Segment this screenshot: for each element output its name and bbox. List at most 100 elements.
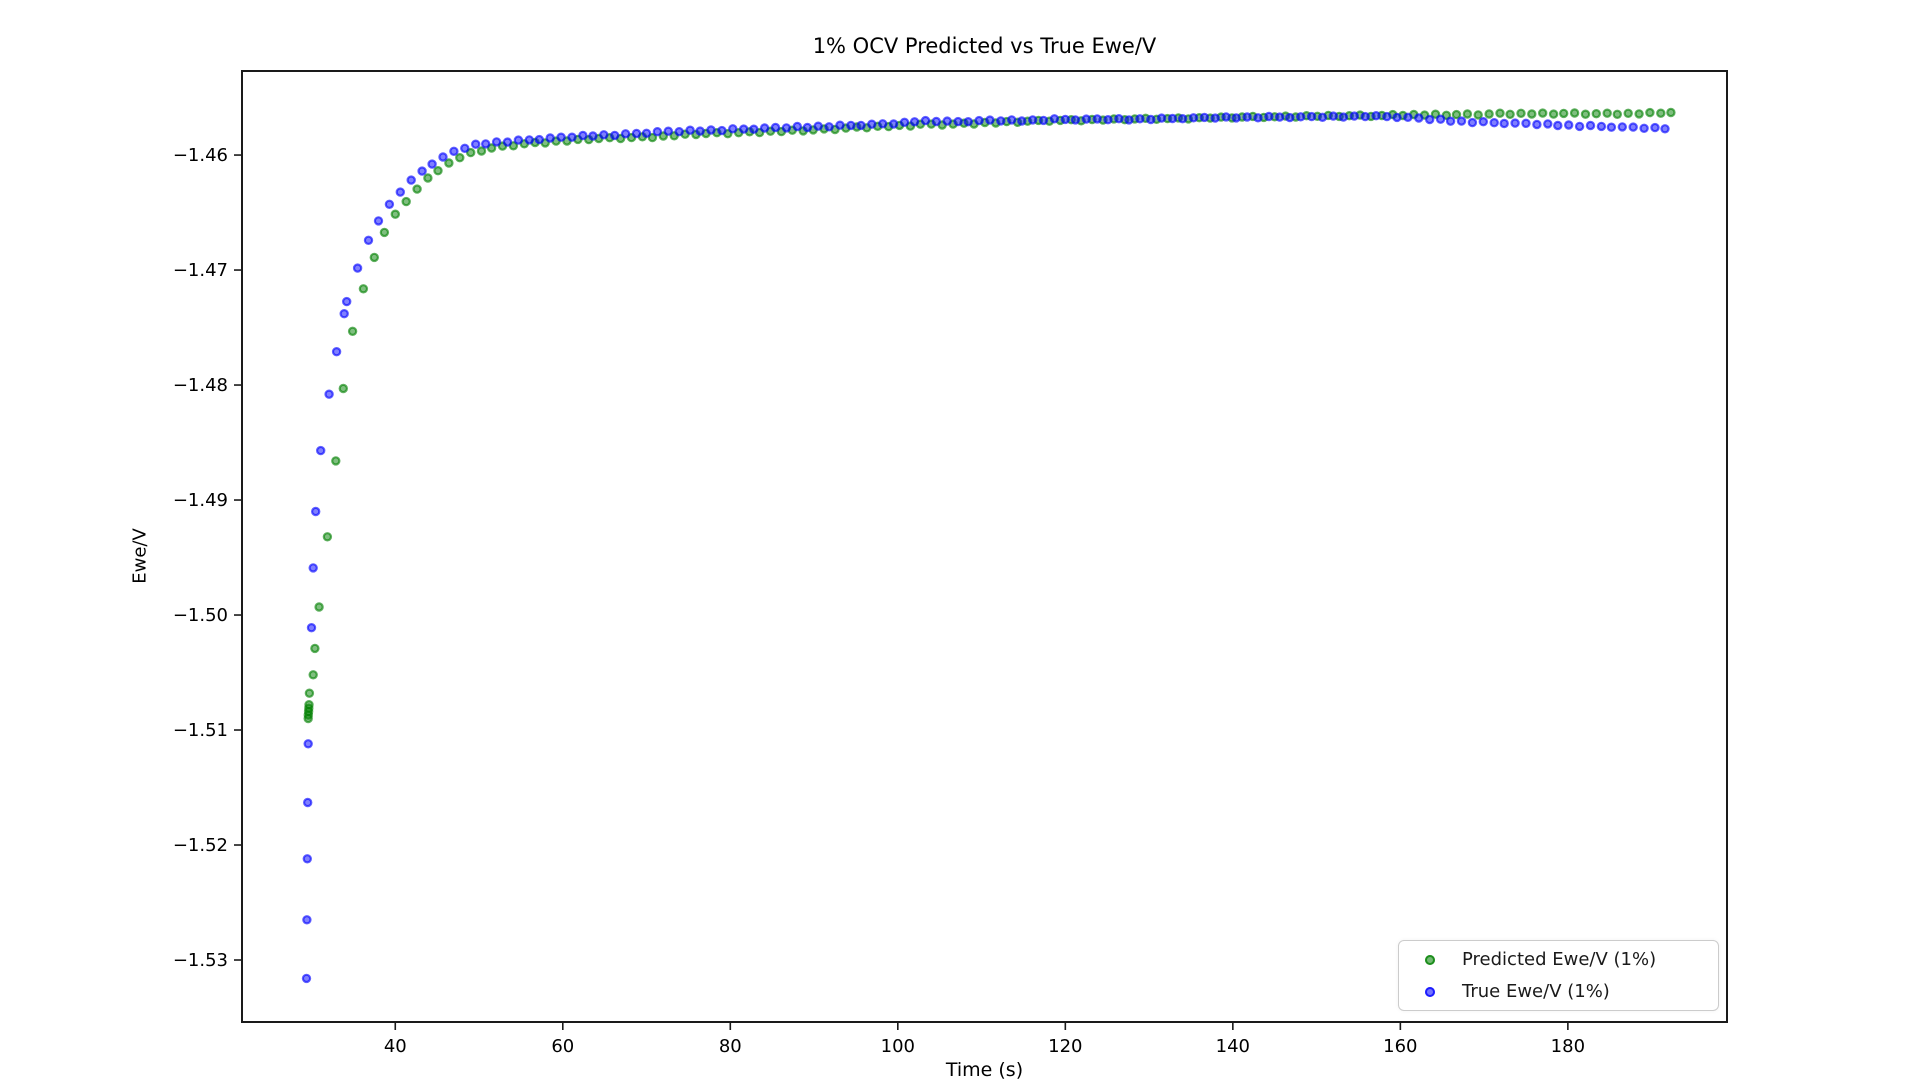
scatter-point-true: [449, 146, 459, 156]
scatter-point-true: [1328, 111, 1339, 121]
scatter-point-true: [846, 120, 856, 131]
scatter-point-predicted: [1505, 109, 1515, 120]
scatter-point-true: [427, 159, 437, 169]
scatter-point-true: [1221, 112, 1231, 122]
scatter-point-true: [1199, 112, 1210, 123]
scatter-point-true: [1435, 114, 1446, 124]
scatter-point-true: [306, 623, 317, 633]
scatter-point-predicted: [1623, 108, 1633, 119]
scatter-point-predicted: [1602, 108, 1612, 118]
y-tick-label: −1.51: [173, 720, 228, 741]
scatter-point-true: [1543, 119, 1553, 129]
scatter-point-true: [1114, 113, 1124, 124]
scatter-point-true: [1392, 112, 1402, 123]
scatter-point-true: [1295, 112, 1306, 122]
scatter-point-true: [1510, 118, 1520, 128]
scatter-point-true: [641, 128, 652, 138]
scatter-point-true: [1596, 121, 1607, 132]
legend-row-true: True Ewe/V (1%): [1399, 978, 1718, 1006]
scatter-point-true: [395, 187, 405, 197]
scatter-point-true: [942, 116, 952, 126]
scatter-point-predicted: [314, 602, 324, 612]
scatter-point-true: [792, 121, 803, 132]
scatter-point-predicted: [444, 158, 454, 168]
scatter-point-true: [1563, 120, 1574, 130]
scatter-point-true: [373, 216, 384, 226]
scatter-point-predicted: [1558, 108, 1569, 119]
scatter-point-predicted: [369, 252, 379, 263]
scatter-point-predicted: [433, 165, 443, 176]
scatter-point-true: [1424, 114, 1435, 125]
y-axis-label: Ewe/V: [129, 528, 151, 584]
scatter-point-true: [888, 119, 899, 129]
scatter-point-true: [599, 130, 609, 140]
scatter-point-true: [909, 117, 920, 127]
scatter-point-true: [1274, 112, 1285, 122]
scatter-point-predicted: [1527, 109, 1537, 119]
scatter-point-predicted: [1569, 108, 1580, 118]
legend-label-true: True Ewe/V (1%): [1462, 981, 1610, 1002]
scatter-point-true: [1317, 112, 1328, 123]
y-tick-label: −1.49: [173, 490, 228, 511]
scatter-point-predicted: [1645, 107, 1655, 118]
scatter-point-predicted: [1451, 109, 1462, 120]
scatter-point-true: [1092, 114, 1102, 124]
scatter-point-true: [1499, 118, 1509, 129]
scatter-point-predicted: [412, 184, 422, 194]
legend-label-predicted: Predicted Ewe/V (1%): [1462, 949, 1657, 970]
scatter-point-true: [963, 116, 973, 127]
scatter-point-true: [1210, 113, 1220, 123]
scatter-point-predicted: [423, 173, 433, 183]
scatter-point-true: [339, 309, 349, 319]
y-tick-label: −1.53: [173, 950, 228, 971]
scatter-point-true: [406, 175, 416, 185]
scatter-point-true: [1167, 113, 1178, 124]
chart-title: 1% OCV Predicted vs True Ewe/V: [812, 34, 1157, 58]
scatter-point-true: [1382, 111, 1392, 122]
scatter-point-true: [1445, 116, 1456, 126]
scatter-point-true: [1521, 118, 1531, 129]
scatter-point-true: [1650, 122, 1660, 133]
scatter-point-true: [1027, 115, 1038, 125]
scatter-point-predicted: [1537, 108, 1548, 118]
scatter-point-true: [652, 126, 663, 137]
scatter-point-true: [878, 119, 888, 129]
scatter-point-true: [1306, 111, 1317, 122]
scatter-point-true: [1456, 116, 1467, 126]
scatter-point-true: [1617, 122, 1628, 132]
scatter-point-true: [728, 124, 738, 134]
scatter-point-predicted: [466, 147, 476, 158]
scatter-point-true: [631, 128, 642, 139]
scatter-point-true: [824, 122, 834, 132]
scatter-point-predicted: [379, 227, 390, 238]
scatter-point-predicted: [322, 532, 333, 542]
scatter-point-true: [1478, 116, 1489, 127]
scatter-point-predicted: [1495, 108, 1505, 118]
scatter-point-true: [1231, 113, 1241, 123]
scatter-point-true: [1285, 112, 1295, 123]
scatter-point-true: [324, 389, 334, 399]
scatter-point-true: [534, 134, 545, 145]
legend-marker-predicted-icon: [1425, 954, 1435, 965]
y-tick-label: −1.47: [173, 260, 228, 281]
x-tick-label: 60: [551, 1036, 574, 1057]
scatter-point-true: [835, 120, 845, 130]
scatter-point-true: [1360, 111, 1370, 122]
y-tick-label: −1.46: [173, 145, 228, 166]
scatter-point-true: [1338, 112, 1349, 122]
scatter-point-predicted: [1548, 109, 1559, 119]
scatter-point-true: [663, 126, 674, 136]
scatter-point-true: [1253, 113, 1263, 123]
x-tick-label: 40: [384, 1036, 407, 1057]
x-tick-label: 120: [1048, 1036, 1082, 1057]
scatter-point-predicted: [401, 196, 411, 207]
scatter-point-true: [1660, 124, 1670, 134]
scatter-point-true: [1049, 114, 1060, 124]
scatter-point-true: [1007, 115, 1017, 125]
scatter-point-true: [1103, 114, 1113, 125]
scatter-point-true: [1553, 120, 1563, 131]
scatter-point-predicted: [347, 326, 358, 336]
scatter-point-true: [502, 137, 513, 147]
scatter-point-predicted: [1473, 110, 1483, 120]
